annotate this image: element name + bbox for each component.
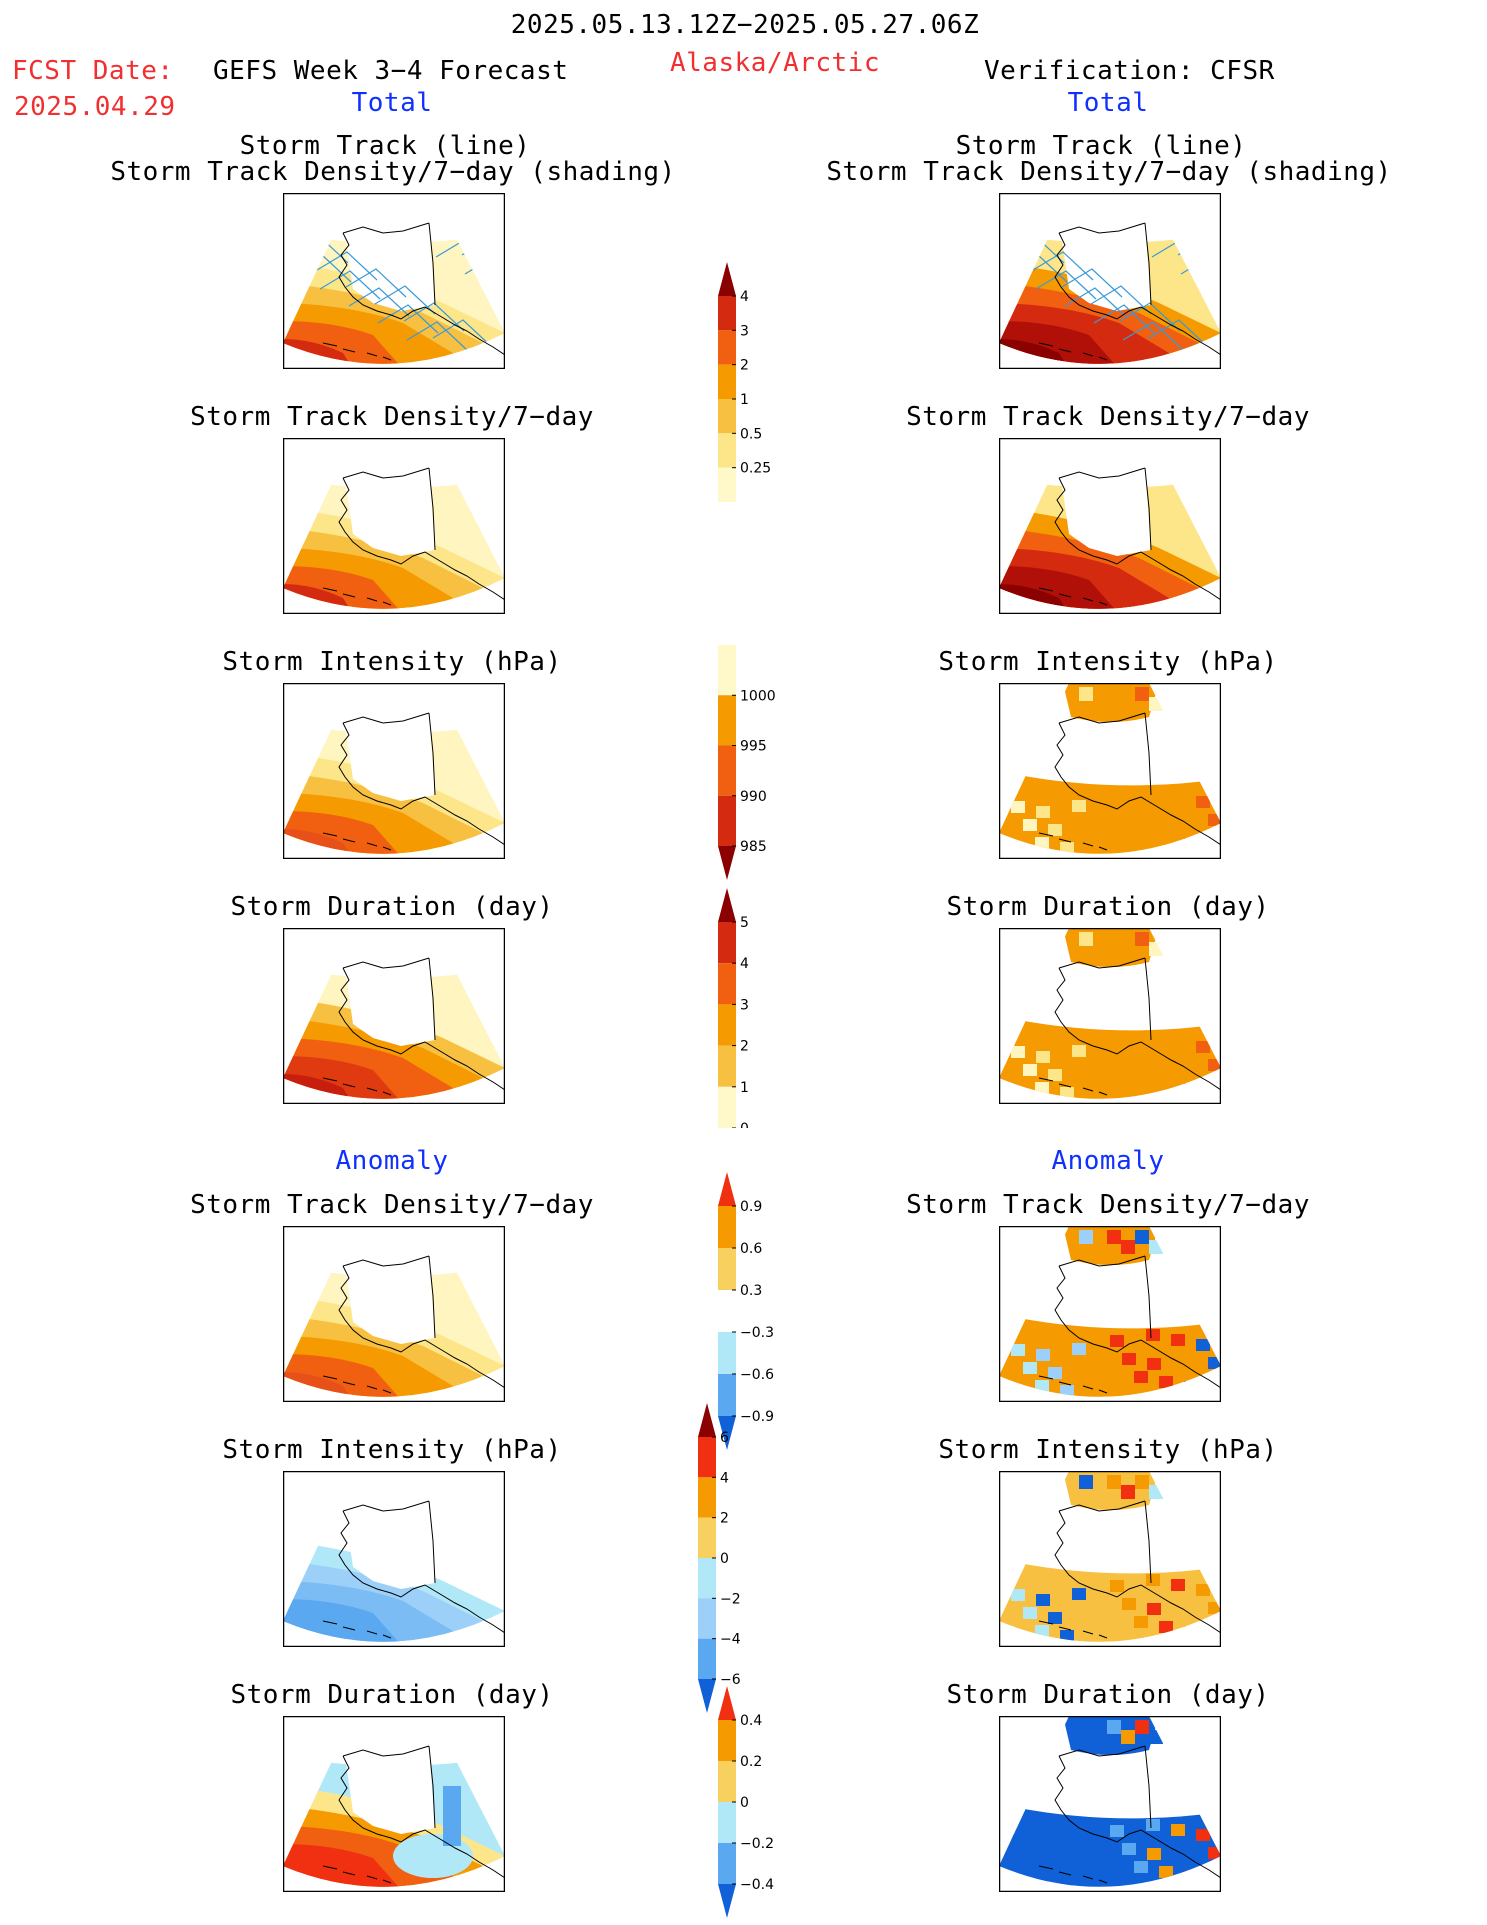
- title-density-anom-left: Storm Track Density/7−day: [190, 1190, 594, 1220]
- colorbar-tick-label: 0: [740, 1795, 749, 1811]
- map-track-left: [283, 193, 505, 369]
- map-canvas: [999, 683, 1221, 859]
- colorbar-tick-label: 0: [720, 1551, 729, 1567]
- map-intensity-anom-right: [999, 1471, 1221, 1647]
- map-canvas: [999, 1471, 1221, 1647]
- colorbar-tick-label: 1000: [740, 688, 776, 704]
- map-canvas: [999, 438, 1221, 614]
- colorbar-tick-label: 985: [740, 839, 767, 855]
- map-canvas: [999, 1226, 1221, 1402]
- title-track-shading-right: Storm Track Density/7−day (shading): [826, 157, 1392, 187]
- colorbar-tick-label: 1: [740, 1080, 749, 1096]
- colorbar-tick-label: 0.3: [740, 1283, 762, 1299]
- map-duration-left: [283, 928, 505, 1104]
- colorbar-tick-label: 2: [720, 1511, 729, 1527]
- colorbar-density-total: 4 3 2 1 0.5 0.25: [718, 262, 798, 506]
- section-anomaly-right: Anomaly: [1051, 1146, 1165, 1176]
- title-intensity-left: Storm Intensity (hPa): [222, 647, 562, 677]
- colorbar-tick-label: 0.4: [740, 1713, 762, 1729]
- colorbar-tick-label: −0.2: [740, 1836, 774, 1852]
- map-intensity-right: [999, 683, 1221, 859]
- colorbar-tick-label: 990: [740, 789, 767, 805]
- colorbar-tick-label: 3: [740, 323, 749, 339]
- title-duration-left: Storm Duration (day): [230, 892, 554, 922]
- colorbar-tick-label: 4: [740, 956, 749, 972]
- map-canvas: [283, 1226, 505, 1402]
- colorbar-tick-label: 0.25: [740, 461, 771, 477]
- map-canvas: [999, 1716, 1221, 1892]
- colorbar-tick-label: 0.9: [740, 1199, 762, 1215]
- map-canvas: [283, 438, 505, 614]
- title-track-line-right: Storm Track (line): [955, 131, 1247, 161]
- colorbar-tick-label: 0.2: [740, 1754, 762, 1770]
- title-intensity-anom-right: Storm Intensity (hPa): [938, 1435, 1278, 1465]
- map-track-right: [999, 193, 1221, 369]
- title-duration-anom-left: Storm Duration (day): [230, 1680, 554, 1710]
- title-intensity-anom-left: Storm Intensity (hPa): [222, 1435, 562, 1465]
- colorbar-duration-anom: 0.4 0.2 0 −0.2 −0.4: [718, 1686, 798, 1922]
- map-canvas: [283, 928, 505, 1104]
- map-density-anom-right: [999, 1226, 1221, 1402]
- map-duration-anom-right: [999, 1716, 1221, 1892]
- title-density-left: Storm Track Density/7−day: [190, 402, 594, 432]
- colorbar-tick-label: −0.9: [740, 1409, 774, 1425]
- colorbar-tick-label: 2: [740, 358, 749, 374]
- colorbar-tick-label: 1: [740, 392, 749, 408]
- map-canvas: [283, 1716, 505, 1892]
- map-canvas: [999, 193, 1221, 369]
- map-density-right: [999, 438, 1221, 614]
- colorbar-intensity-total: 1000995990985980: [718, 645, 798, 905]
- title-density-right: Storm Track Density/7−day: [906, 402, 1310, 432]
- forecast-title: GEFS Week 3−4 Forecast: [213, 56, 569, 86]
- colorbar-tick-label: 0.5: [740, 426, 762, 442]
- fcst-date-value: 2025.04.29: [14, 92, 176, 122]
- colorbar-tick-label: −4: [720, 1632, 741, 1648]
- title-density-anom-right: Storm Track Density/7−day: [906, 1190, 1310, 1220]
- colorbar-tick-label: 2: [740, 1039, 749, 1055]
- colorbar-tick-label: −0.4: [740, 1877, 774, 1893]
- verification-title: Verification: CFSR: [984, 56, 1275, 86]
- colorbar-tick-label: −0.6: [740, 1367, 774, 1383]
- colorbar-duration-total: 5 4 3 2 1 0: [718, 888, 798, 1137]
- colorbar-tick-label: 6: [720, 1430, 729, 1446]
- period-title: 2025.05.13.12Z−2025.05.27.06Z: [510, 10, 980, 40]
- colorbar-tick-label: 5: [740, 915, 749, 931]
- colorbar-tick-label: 0: [740, 1121, 749, 1128]
- colorbar-density-anom: 0.9 0.6 0.3 −0.3 −0.6 −0.9: [718, 1172, 798, 1454]
- colorbar-intensity-anom: 6 4 2 0 −2 −4 −6: [698, 1403, 778, 1717]
- title-track-line-left: Storm Track (line): [239, 131, 531, 161]
- map-canvas: [999, 928, 1221, 1104]
- title-intensity-right: Storm Intensity (hPa): [938, 647, 1278, 677]
- map-density-left: [283, 438, 505, 614]
- region-label: Alaska/Arctic: [670, 48, 880, 78]
- section-anomaly-left: Anomaly: [335, 1146, 449, 1176]
- colorbar-tick-label: 3: [740, 997, 749, 1013]
- title-track-shading-left: Storm Track Density/7−day (shading): [110, 157, 676, 187]
- colorbar-tick-label: −2: [720, 1591, 741, 1607]
- map-canvas: [283, 193, 505, 369]
- section-total-left: Total: [351, 88, 433, 118]
- colorbar-tick-label: 995: [740, 739, 767, 755]
- colorbar-tick-label: 4: [740, 289, 749, 305]
- map-duration-anom-left: [283, 1716, 505, 1892]
- title-duration-right: Storm Duration (day): [946, 892, 1270, 922]
- colorbar-tick-label: 0.6: [740, 1241, 762, 1257]
- title-duration-anom-right: Storm Duration (day): [946, 1680, 1270, 1710]
- colorbar-tick-label: −6: [720, 1672, 741, 1688]
- colorbar-tick-label: 4: [720, 1470, 729, 1486]
- map-density-anom-left: [283, 1226, 505, 1402]
- fcst-date-label: FCST Date:: [12, 56, 174, 86]
- colorbar-tick-label: −0.3: [740, 1325, 774, 1341]
- map-intensity-left: [283, 683, 505, 859]
- section-total-right: Total: [1067, 88, 1149, 118]
- map-canvas: [283, 683, 505, 859]
- map-duration-right: [999, 928, 1221, 1104]
- map-intensity-anom-left: [283, 1471, 505, 1647]
- map-canvas: [283, 1471, 505, 1647]
